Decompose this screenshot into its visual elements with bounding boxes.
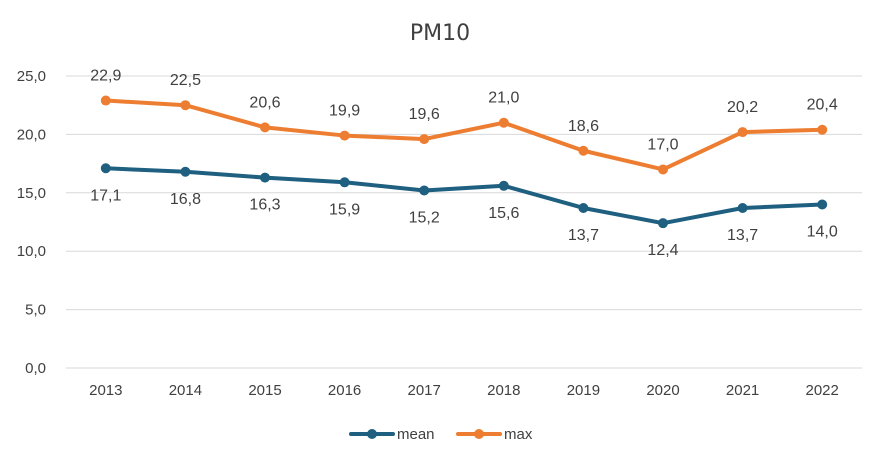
data-point-mean	[260, 172, 270, 183]
data-label-max: 19,9	[329, 103, 360, 120]
y-tick-label: 5,0	[25, 302, 46, 319]
x-tick-label: 2013	[89, 382, 122, 399]
x-tick-label: 2021	[726, 382, 759, 399]
legend-marker-mean	[367, 429, 377, 439]
data-label-mean: 13,7	[568, 227, 599, 244]
data-label-max: 22,9	[90, 68, 121, 85]
data-label-max: 20,4	[807, 97, 838, 114]
x-axis-ticks: 2013 2014 2015 2016 2017 2018 2019 2020 2021 2022	[89, 382, 839, 399]
data-label-max: 20,2	[727, 99, 758, 116]
data-point-max	[339, 130, 350, 141]
data-labels: 17,1 16,8 16,3 15,9 15,2 15,6 13,7 12,4 13,7 14,0…	[90, 68, 838, 260]
data-point-mean	[419, 185, 430, 196]
data-label-mean: 16,3	[249, 197, 280, 214]
chart-title: PM10	[410, 21, 470, 46]
data-label-max: 22,5	[170, 72, 201, 89]
series-lines	[100, 95, 828, 229]
y-axis-ticks: 0,0 5,0 10,0 15,0 20,0 25,0	[17, 68, 46, 377]
y-tick-label: 0,0	[25, 360, 46, 377]
x-tick-label: 2019	[567, 382, 600, 399]
data-label-mean: 17,1	[90, 187, 121, 204]
data-point-mean	[498, 180, 509, 191]
data-label-max: 17,0	[647, 136, 678, 153]
data-label-mean: 15,2	[409, 209, 440, 226]
series-line-mean	[103, 166, 825, 226]
x-tick-label: 2014	[169, 382, 202, 399]
data-point-mean	[658, 218, 668, 229]
x-tick-label: 2017	[408, 382, 441, 399]
data-label-mean: 14,0	[807, 223, 838, 240]
data-label-max: 20,6	[249, 94, 280, 111]
data-label-mean: 12,4	[647, 242, 678, 259]
gridlines	[66, 75, 862, 369]
data-point-mean	[578, 202, 589, 213]
data-label-max: 18,6	[568, 118, 599, 135]
x-tick-label: 2018	[487, 382, 520, 399]
legend: mean max	[349, 426, 533, 443]
legend-label-max: max	[504, 426, 533, 443]
y-tick-label: 20,0	[17, 126, 46, 143]
data-point-mean	[737, 202, 748, 213]
data-point-max	[180, 100, 191, 111]
data-label-mean: 16,8	[170, 191, 201, 208]
data-point-max	[419, 134, 430, 145]
data-point-max	[498, 117, 509, 128]
data-label-mean: 15,6	[488, 205, 519, 222]
data-point-max	[260, 122, 270, 133]
data-label-max: 19,6	[409, 106, 440, 123]
series-line-max	[103, 98, 825, 172]
legend-marker-max	[474, 429, 484, 439]
data-label-mean: 15,9	[329, 201, 360, 218]
data-point-mean	[339, 177, 350, 188]
x-tick-label: 2022	[806, 382, 839, 399]
y-tick-label: 10,0	[17, 243, 46, 260]
data-label-mean: 13,7	[727, 227, 758, 244]
data-point-mean	[817, 199, 828, 210]
data-point-max	[578, 145, 589, 156]
x-tick-label: 2020	[646, 382, 679, 399]
data-label-max: 21,0	[488, 90, 519, 107]
x-tick-label: 2016	[328, 382, 361, 399]
data-point-max	[737, 127, 748, 138]
data-point-mean	[100, 163, 111, 174]
data-point-max	[100, 95, 111, 106]
y-tick-label: 15,0	[17, 185, 46, 202]
data-point-mean	[180, 166, 191, 177]
data-point-max	[817, 124, 828, 135]
x-tick-label: 2015	[248, 382, 281, 399]
data-point-max	[658, 164, 668, 175]
legend-label-mean: mean	[397, 426, 435, 443]
y-tick-label: 25,0	[17, 68, 46, 85]
